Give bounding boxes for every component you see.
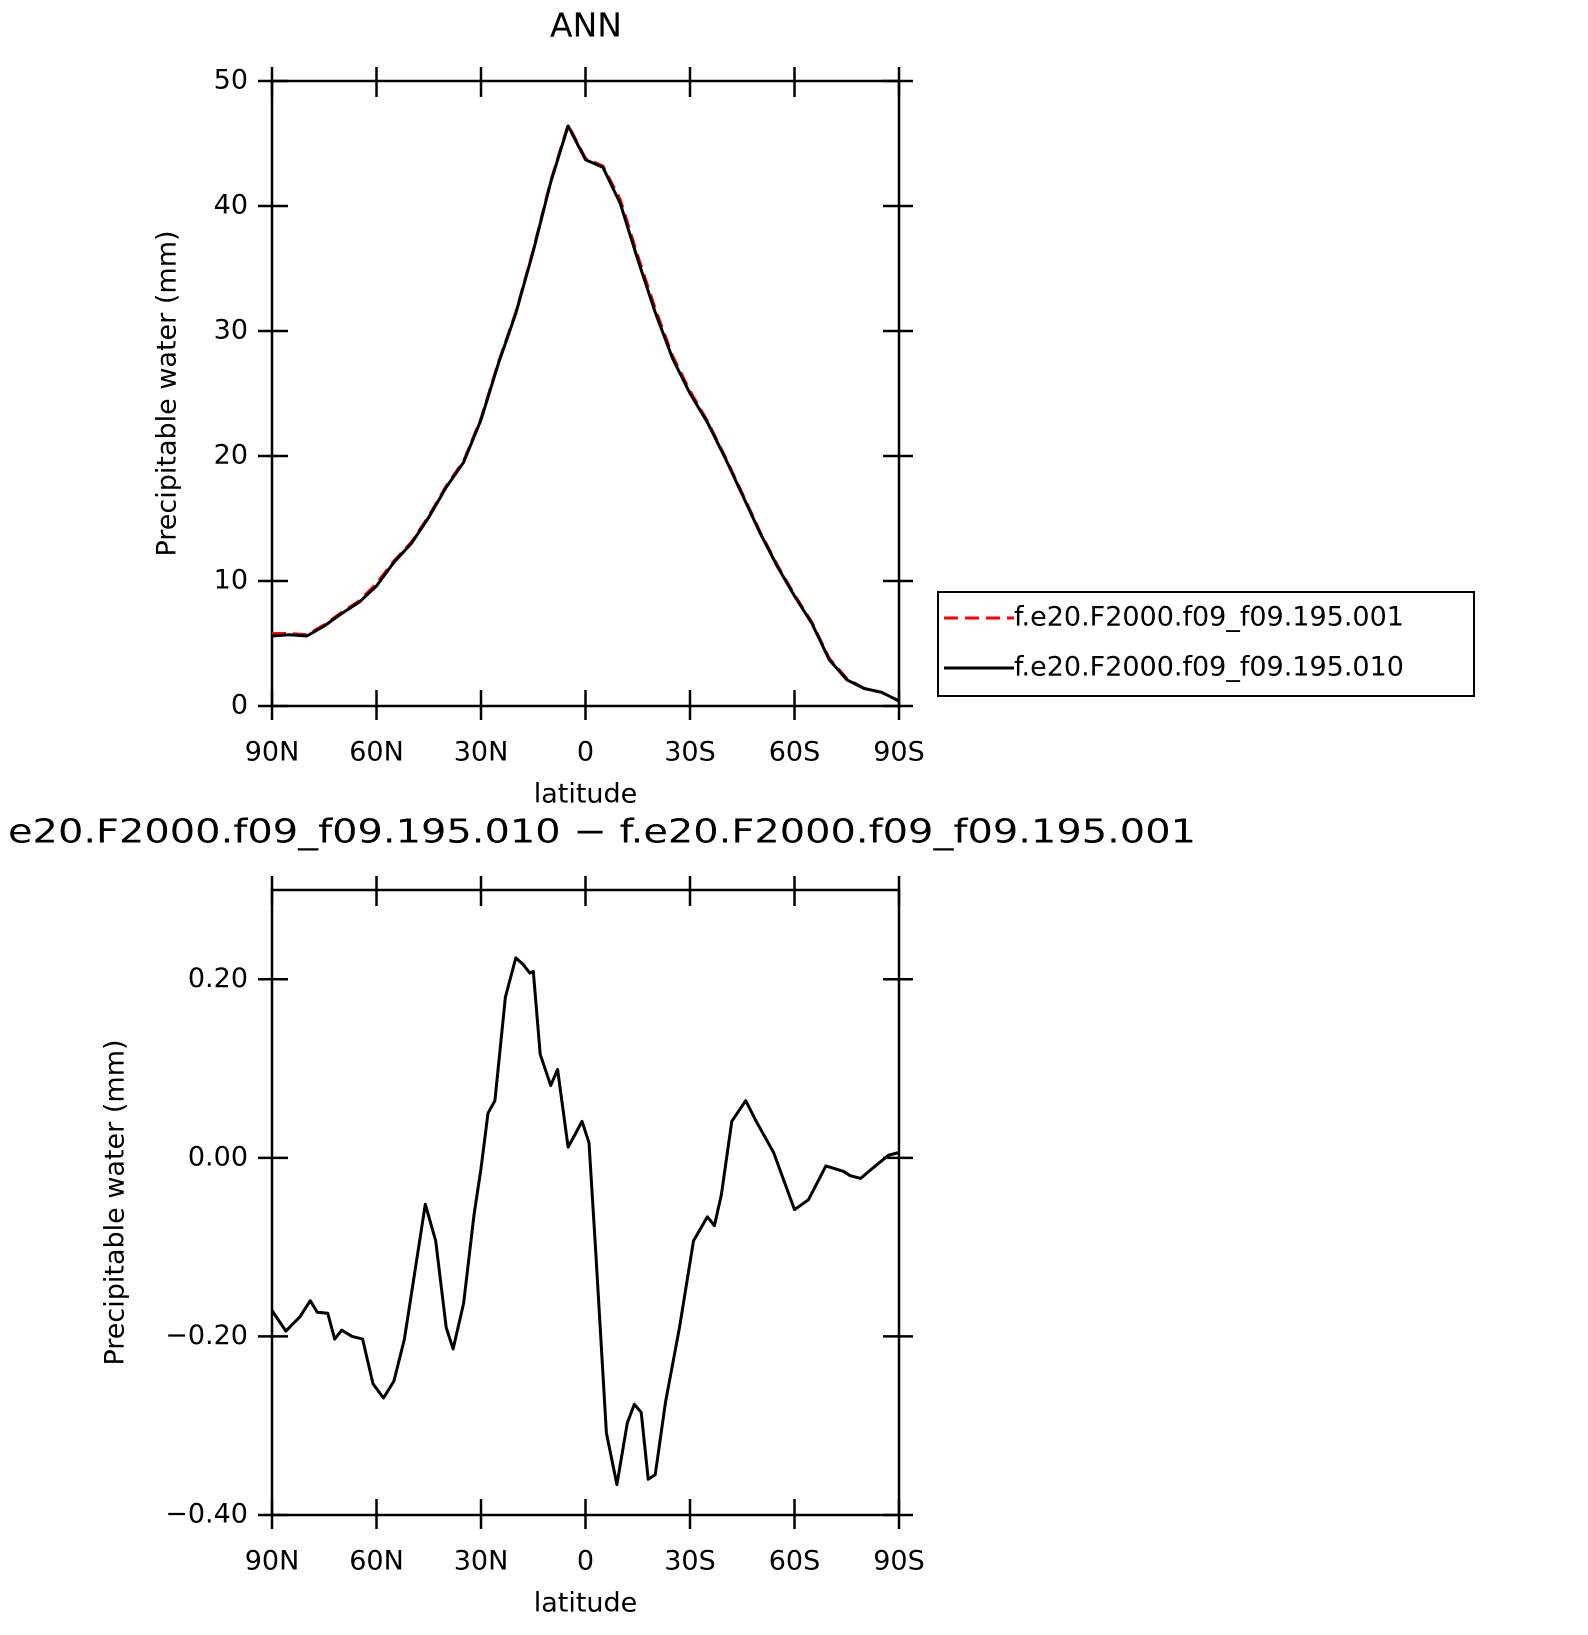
- y-tick-label: 10: [214, 565, 248, 596]
- legend-label: f.e20.F2000.f09_f09.195.001: [1014, 602, 1404, 633]
- x-tick-label: 60N: [349, 737, 404, 768]
- x-tick-label: 90N: [245, 1546, 300, 1577]
- y-tick-label: 30: [214, 315, 248, 346]
- x-tick-label: 30S: [664, 1546, 716, 1577]
- x-tick-label: 30N: [454, 1546, 509, 1577]
- y-tick-label: −0.40: [165, 1499, 248, 1530]
- y-tick-label: 0.00: [188, 1141, 248, 1172]
- x-tick-label: 30S: [664, 737, 716, 768]
- y-tick-label: 40: [214, 190, 248, 221]
- y-tick-label: 0: [231, 690, 248, 721]
- x-tick-label: 60S: [769, 737, 821, 768]
- chart-title: e20.F2000.f09_f09.195.010 − f.e20.F2000.…: [8, 812, 1196, 851]
- chart-title: ANN: [550, 6, 622, 45]
- x-axis-label: latitude: [534, 1588, 638, 1619]
- y-tick-label: 0.20: [188, 963, 248, 994]
- y-axis-label: Precipitable water (mm): [100, 1039, 131, 1365]
- y-tick-label: 20: [214, 440, 248, 471]
- x-tick-label: 0: [577, 1546, 594, 1577]
- x-tick-label: 30N: [454, 737, 509, 768]
- y-tick-label: −0.20: [165, 1320, 248, 1351]
- plot-frame: [270, 888, 901, 1517]
- x-tick-label: 0: [577, 737, 594, 768]
- x-tick-label: 90S: [873, 1546, 925, 1577]
- series-line: [271, 124, 900, 703]
- x-tick-label: 90N: [245, 737, 300, 768]
- y-axis-label: Precipitable water (mm): [152, 230, 183, 556]
- legend-label: f.e20.F2000.f09_f09.195.010: [1014, 652, 1404, 683]
- plot-frame: [270, 79, 901, 708]
- x-tick-label: 60S: [769, 1546, 821, 1577]
- y-tick-label: 50: [214, 65, 248, 96]
- x-tick-label: 90S: [873, 737, 925, 768]
- x-axis-label: latitude: [534, 779, 638, 810]
- legend-box: [937, 591, 1475, 697]
- series-line: [270, 956, 900, 1487]
- x-tick-label: 60N: [349, 1546, 404, 1577]
